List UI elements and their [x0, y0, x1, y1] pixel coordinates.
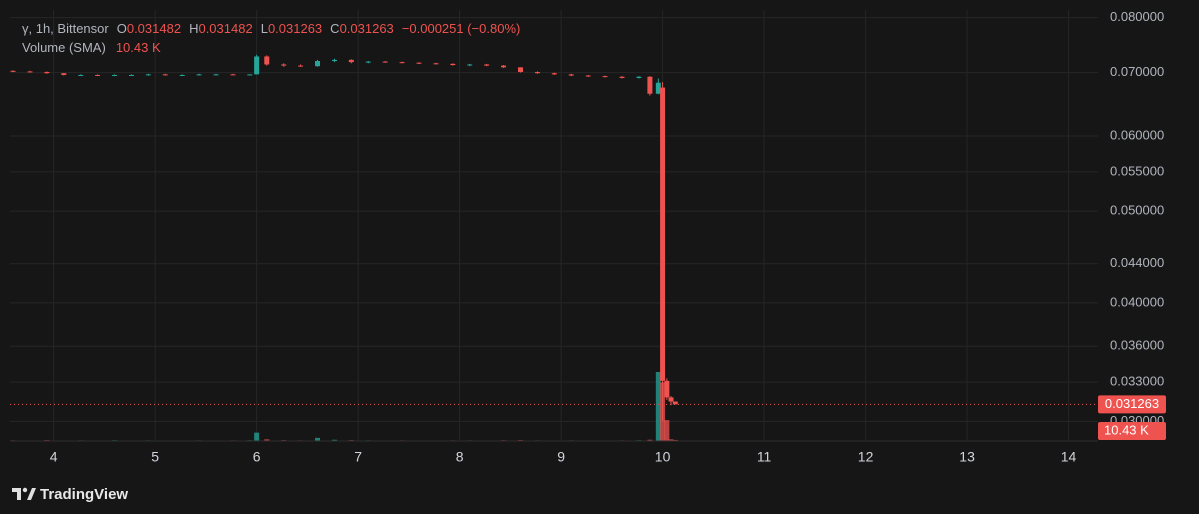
- volume-bar: [647, 439, 653, 441]
- candle-body: [128, 74, 134, 76]
- candle-body: [331, 59, 337, 62]
- candle-body: [664, 380, 670, 398]
- candle-body: [254, 56, 260, 75]
- y-tick-label: 0.050000: [1110, 203, 1164, 218]
- candle-body: [551, 73, 557, 75]
- y-tick-label: 0.060000: [1110, 127, 1164, 142]
- y-tick-label: 0.055000: [1110, 163, 1164, 178]
- volume-bar: [264, 439, 270, 441]
- open-label: O: [117, 21, 127, 36]
- volume-label: Volume (SMA): [22, 40, 106, 55]
- candle-body: [112, 74, 118, 76]
- candle-body: [264, 56, 270, 65]
- candle-body: [647, 76, 653, 94]
- x-tick-label: 13: [959, 449, 975, 465]
- close-label: C: [330, 21, 339, 36]
- volume-bar: [672, 439, 678, 441]
- low-label: L: [261, 21, 268, 36]
- candle-body: [196, 74, 202, 76]
- candle-body: [672, 401, 678, 405]
- candle-body: [501, 65, 507, 68]
- candle-body: [518, 67, 524, 73]
- candle-body: [636, 76, 642, 78]
- x-tick-label: 4: [50, 449, 58, 465]
- close-value: 0.031263: [340, 21, 394, 36]
- candle-body: [348, 59, 354, 63]
- candle-body: [668, 397, 674, 402]
- candle-body: [433, 63, 439, 65]
- grid: [10, 10, 1098, 441]
- candle-body: [162, 74, 168, 76]
- candle-body: [382, 61, 388, 63]
- candle-body: [534, 72, 540, 74]
- candle-body: [467, 64, 473, 66]
- candle-body: [27, 71, 33, 73]
- x-tick-label: 7: [354, 449, 362, 465]
- open-value: 0.031482: [127, 21, 181, 36]
- x-tick-label: 10: [655, 449, 671, 465]
- candle-body: [660, 87, 666, 381]
- low-value: 0.031263: [268, 21, 322, 36]
- x-tick-label: 8: [456, 449, 464, 465]
- candle-body: [61, 73, 67, 75]
- candle-body: [619, 76, 625, 78]
- volume-bar: [315, 437, 321, 441]
- candle-body: [365, 61, 371, 63]
- x-tick-label: 11: [757, 449, 772, 465]
- high-value: 0.031482: [198, 21, 252, 36]
- last-price-tag: [1098, 395, 1166, 414]
- y-tick-label: 0.044000: [1110, 255, 1164, 270]
- high-label: H: [189, 21, 198, 36]
- y-tick-label: 0.080000: [1110, 9, 1164, 24]
- x-tick-label: 14: [1061, 449, 1077, 465]
- candle-body: [247, 74, 253, 76]
- volume-bar: [655, 372, 661, 441]
- x-tick-label: 9: [557, 449, 565, 465]
- brand: TradingView: [40, 486, 128, 503]
- x-tick-label: 6: [253, 449, 261, 465]
- symbol: γ, 1h, Bittensor: [22, 21, 109, 36]
- candle-body: [585, 75, 591, 77]
- y-tick-label: 0.040000: [1110, 294, 1164, 309]
- candle-body: [315, 61, 321, 67]
- candle-body: [602, 76, 608, 78]
- candle-body: [450, 63, 456, 66]
- candle-body: [484, 64, 490, 66]
- volume-bar: [664, 420, 670, 441]
- candle-body: [78, 74, 84, 76]
- logo: [12, 487, 36, 500]
- volume-sma: 10.43 K: [116, 40, 161, 55]
- volume-bar: [331, 439, 337, 441]
- candle-body: [44, 72, 50, 74]
- candle-body: [399, 62, 405, 64]
- y-tick-label: 0.070000: [1110, 64, 1164, 79]
- candle-body: [568, 74, 574, 76]
- volume-legend: Volume (SMA) 10.43 K: [22, 40, 161, 55]
- candle-body: [281, 64, 287, 66]
- candle-body: [298, 65, 304, 67]
- candle-body: [179, 74, 185, 76]
- volume-tag-label: 10.43 K: [1104, 422, 1149, 437]
- candle-body: [213, 74, 219, 76]
- volume-tag: [1098, 422, 1166, 440]
- candle-body: [10, 70, 16, 72]
- ohlc-legend: γ, 1h, Bittensor O0.031482 H0.031482 L0.031…: [22, 21, 520, 36]
- change: −0.000251 (−0.80%): [402, 21, 521, 36]
- y-tick-label: 0.036000: [1110, 338, 1164, 353]
- last-price-label: 0.031263: [1105, 396, 1159, 411]
- candle-body: [416, 62, 422, 64]
- volume-bar: [254, 432, 260, 441]
- x-tick-label: 5: [151, 449, 159, 465]
- candle-body: [145, 74, 151, 76]
- x-tick-label: 12: [858, 449, 874, 465]
- volume-bar: [668, 439, 674, 441]
- candle-body: [655, 82, 661, 94]
- candle-body: [95, 74, 101, 76]
- candle-body: [230, 74, 236, 76]
- y-tick-label: 0.033000: [1110, 374, 1164, 389]
